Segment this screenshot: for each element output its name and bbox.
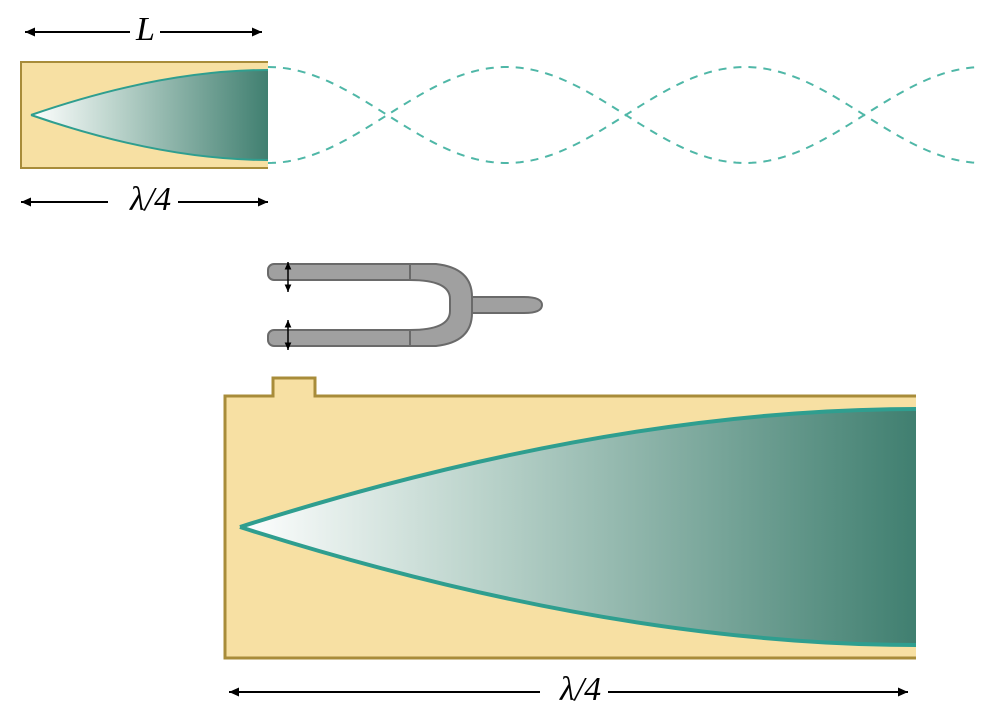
- bottom-tube: [225, 378, 916, 658]
- bottom-lambda4-dimension: λ/4: [559, 671, 601, 708]
- label-lambda4-top: λ/4: [129, 181, 171, 218]
- label-L: L: [135, 11, 155, 48]
- top-tube: [21, 62, 268, 168]
- tuning-fork-icon: [268, 264, 542, 346]
- label-lambda4-bottom: λ/4: [559, 671, 601, 708]
- top-L-dimension: L: [135, 11, 155, 48]
- top-lambda4-dimension: λ/4: [129, 181, 171, 218]
- top-dashed-wave: [268, 67, 976, 163]
